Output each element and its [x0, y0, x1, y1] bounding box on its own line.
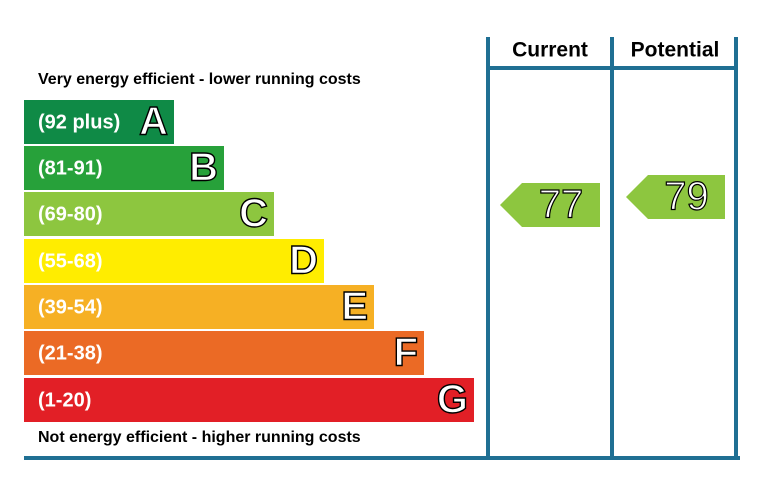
- band-bar: [24, 331, 424, 375]
- band-letter: E: [341, 285, 368, 329]
- band-range: (69-80): [38, 203, 102, 225]
- band-range: (1-20): [38, 389, 91, 411]
- band-letter: C: [239, 192, 268, 236]
- band-bar: [24, 239, 324, 283]
- band-letter: A: [139, 100, 168, 144]
- band-letter: B: [189, 146, 218, 190]
- band-range: (55-68): [38, 250, 102, 272]
- current-header: Current: [512, 39, 588, 62]
- band-range: (21-38): [38, 342, 102, 364]
- band-range: (81-91): [38, 157, 102, 179]
- band-bar: [24, 146, 224, 190]
- band-letter: G: [437, 378, 468, 422]
- potential-arrow: [626, 175, 725, 219]
- potential-header: Potential: [631, 39, 720, 62]
- current-arrow: [500, 183, 600, 227]
- current-value: 77: [539, 183, 584, 227]
- bottom-label: Not energy efficient - higher running co…: [38, 429, 361, 446]
- band-bar: [24, 100, 174, 144]
- band-bar: [24, 192, 274, 236]
- band-bar: [24, 285, 374, 329]
- band-range: (92 plus): [38, 111, 120, 133]
- band-letter: D: [289, 239, 318, 283]
- top-label: Very energy efficient - lower running co…: [38, 71, 361, 88]
- potential-value: 79: [664, 175, 709, 219]
- band-letter: F: [394, 331, 418, 375]
- band-bar: [24, 378, 474, 422]
- band-range: (39-54): [38, 296, 102, 318]
